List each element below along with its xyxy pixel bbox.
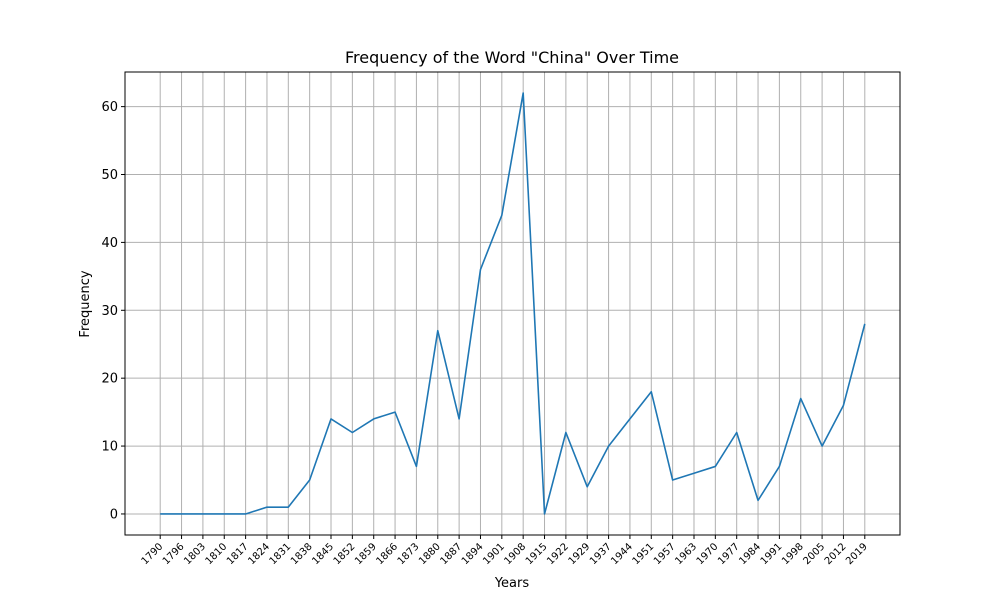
x-tick-label: 1817	[225, 541, 251, 567]
x-tick-label: 1838	[289, 541, 315, 567]
x-tick-label: 1873	[396, 541, 422, 567]
x-tick-label: 1957	[652, 541, 678, 567]
x-tick-label: 1944	[609, 541, 635, 567]
x-tick-label: 1866	[374, 541, 400, 567]
plot-frame	[124, 71, 901, 536]
x-tick-label: 2012	[823, 541, 849, 567]
x-tick-label: 1803	[182, 541, 208, 567]
x-tick-label: 1991	[759, 541, 785, 567]
x-tick-label: 1963	[673, 541, 699, 567]
series-line	[160, 92, 866, 515]
x-tick-label: 1984	[737, 541, 763, 567]
x-tick-label: 1790	[140, 541, 166, 567]
ticks: 1790179618031810181718241831183818451852…	[101, 100, 869, 567]
x-tick-label: 1977	[716, 541, 742, 567]
y-axis-label: Frequency	[78, 270, 93, 337]
x-tick-label: 1810	[204, 541, 230, 567]
x-tick-label: 1831	[268, 541, 294, 567]
y-tick-label: 50	[101, 168, 118, 183]
x-tick-label: 1922	[545, 541, 571, 567]
y-tick-label: 60	[101, 100, 118, 115]
x-tick-label: 1852	[332, 541, 358, 567]
y-tick-label: 20	[101, 372, 118, 387]
x-axis-label: Years	[494, 576, 530, 591]
x-tick-label: 1845	[310, 541, 336, 567]
x-tick-label: 1951	[631, 541, 657, 567]
chart-title: Frequency of the Word "China" Over Time	[345, 48, 679, 67]
x-tick-label: 1894	[460, 541, 486, 567]
x-tick-label: 1824	[246, 541, 272, 567]
x-tick-label: 2019	[844, 541, 870, 567]
y-tick-label: 30	[101, 304, 118, 319]
y-tick-label: 40	[101, 236, 118, 251]
y-tick-label: 0	[110, 507, 118, 522]
x-tick-label: 1796	[161, 541, 187, 567]
x-tick-label: 1929	[567, 541, 593, 567]
x-tick-label: 1887	[438, 541, 464, 567]
x-tick-label: 1880	[417, 541, 443, 567]
x-tick-label: 1998	[780, 541, 806, 567]
x-tick-label: 1915	[524, 541, 550, 567]
x-tick-label: 2005	[801, 541, 827, 567]
x-tick-label: 1859	[353, 541, 379, 567]
x-tick-label: 1908	[503, 541, 529, 567]
x-tick-label: 1970	[695, 541, 721, 567]
series-layer	[160, 92, 866, 515]
y-tick-label: 10	[101, 440, 118, 455]
grid	[125, 72, 900, 535]
x-tick-label: 1937	[588, 541, 614, 567]
x-tick-label: 1901	[481, 541, 507, 567]
